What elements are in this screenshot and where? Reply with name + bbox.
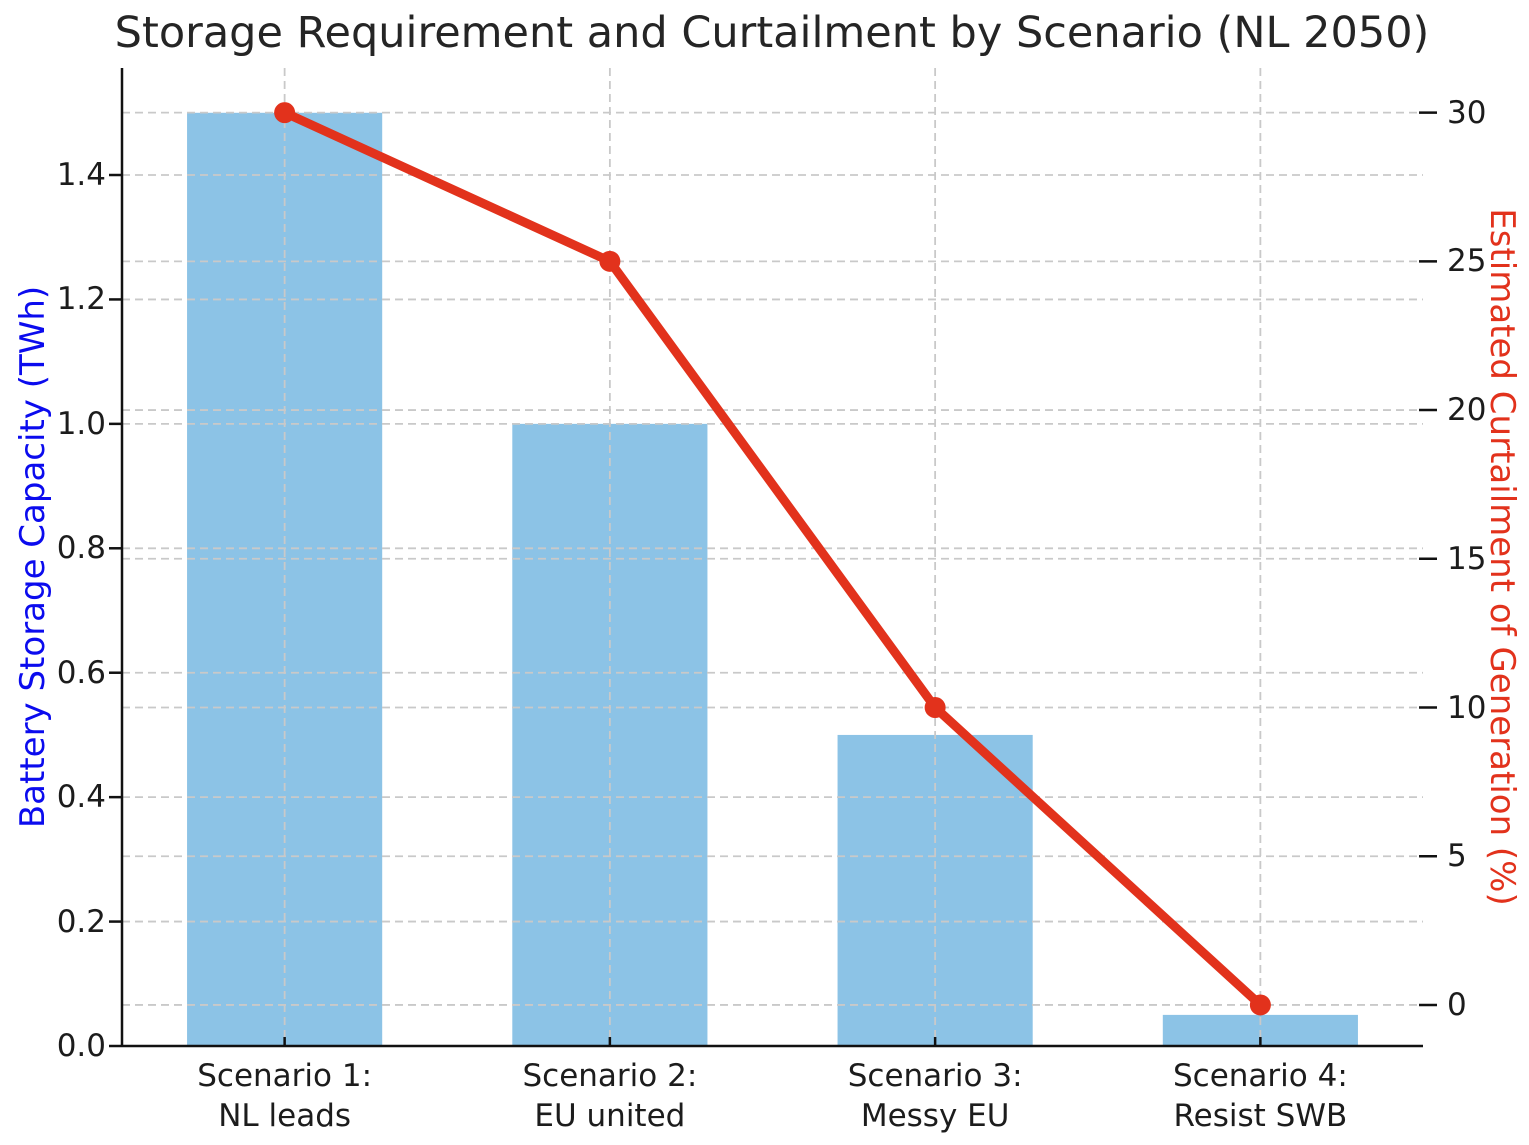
left-ytick-label: 0.6 <box>56 654 106 691</box>
category-label: Scenario 2: EU united <box>522 1058 698 1134</box>
data-point-marker <box>924 697 946 719</box>
data-point-marker <box>1249 994 1271 1016</box>
right-ytick-label: 25 <box>1447 243 1487 280</box>
left-ytick-label: 1.4 <box>56 157 106 193</box>
right-ytick-label: 5 <box>1447 838 1467 875</box>
left-ytick-label: 0.4 <box>56 779 106 816</box>
right-ytick-label: 0 <box>1447 986 1467 1023</box>
data-point-marker <box>274 102 296 124</box>
category-label: Scenario 3: Messy EU <box>847 1058 1023 1134</box>
right-ytick-label: 15 <box>1447 540 1487 577</box>
right-ytick-label: 10 <box>1447 689 1487 726</box>
left-ytick-label: 0.2 <box>56 903 106 940</box>
data-point-marker <box>599 250 621 272</box>
left-ytick-label: 0.0 <box>56 1028 106 1064</box>
category-label: Scenario 1: NL leads <box>197 1058 373 1134</box>
curtailment-line <box>280 108 1265 1010</box>
right-ytick-label: 30 <box>1447 94 1487 131</box>
left-ytick-label: 0.8 <box>56 530 106 567</box>
category-label: Scenario 4: Resist SWB <box>1172 1058 1348 1134</box>
left-ytick-label: 1.0 <box>56 405 106 442</box>
chart-title: Storage Requirement and Curtailment by S… <box>114 8 1430 58</box>
right-ytick-label: 20 <box>1447 392 1487 429</box>
left-ytick-label: 1.2 <box>56 281 106 318</box>
